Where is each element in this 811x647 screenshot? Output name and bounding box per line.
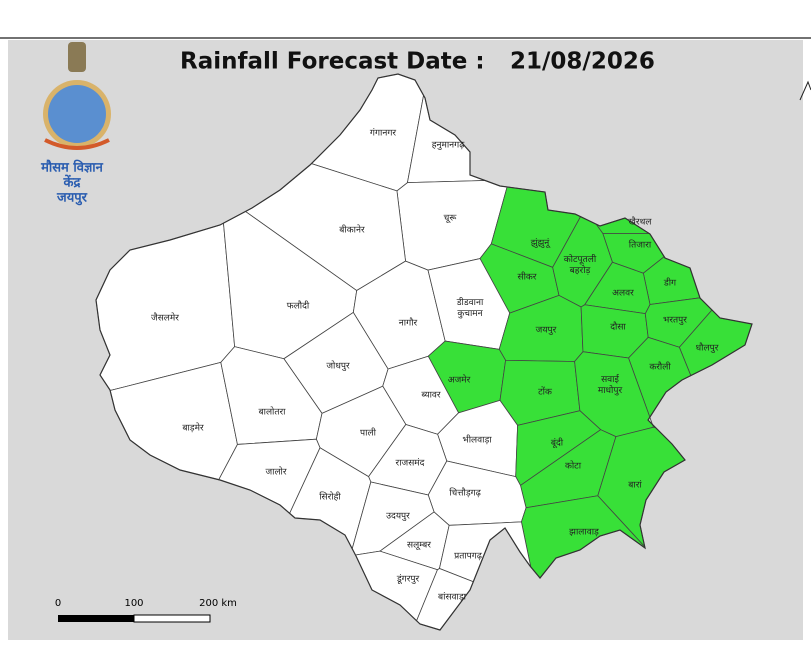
emblem <box>68 42 86 72</box>
district-label: जैसलमेर <box>151 312 179 324</box>
district-label: गंगानगर <box>370 128 397 139</box>
district-label: सीकर <box>517 271 536 283</box>
district-label: ब्यावर <box>421 391 441 401</box>
district-label: डीग <box>663 277 677 289</box>
forecast-date: 21/08/2026 <box>510 49 655 75</box>
district-label: बीकानेर <box>339 224 365 236</box>
label-layer: गंगानगर हनुमानगढ़ चूरू बीकानेर झुंझुनूं खैरथल… <box>151 128 719 603</box>
district-label: सवाई <box>601 373 620 385</box>
district-label: माधोपुर <box>598 384 623 396</box>
district-label: डीडवाना <box>456 296 484 308</box>
district-label: जालोर <box>265 466 286 478</box>
district-label: जयपुर <box>536 326 557 336</box>
scale-segment <box>133 614 211 623</box>
scale-label: 200 km <box>199 598 237 609</box>
district-label: जोधपुर <box>326 360 350 372</box>
scale-bar: 0 100 200 km <box>55 598 237 623</box>
logo-text: मौसम विज्ञान <box>40 160 104 176</box>
district-label: दौसा <box>610 321 626 333</box>
district-label: पाली <box>360 427 377 439</box>
logo-text: केंद्र <box>63 175 82 191</box>
district-label: भरतपुर <box>663 316 687 326</box>
district-label: बांसवाड़ा <box>438 592 467 603</box>
district-label: झुंझुनूं <box>531 238 552 249</box>
logo-text: जयपुर <box>56 191 88 206</box>
logo-ribbon <box>44 138 110 150</box>
district-label: चित्तौड़गढ़ <box>449 487 481 499</box>
district-label: कोटा <box>565 460 582 472</box>
district-label: बाड़मेर <box>182 422 204 434</box>
scale-label: 100 <box>124 598 143 609</box>
district-label: उदयपुर <box>386 512 410 522</box>
district-label: धौलपुर <box>696 342 719 354</box>
district-label: खैरथल <box>629 216 653 228</box>
logo-globe <box>48 85 106 143</box>
district-label: बहरोड़ <box>570 264 591 276</box>
scale-segment <box>58 615 134 622</box>
district-label: राजसमंद <box>396 458 425 469</box>
district-label: कुचामन <box>457 309 483 319</box>
district-label: हनुमानगढ़ <box>432 141 466 151</box>
state-outline <box>95 73 753 631</box>
district-label: भीलवाड़ा <box>462 434 492 446</box>
district-label: सिरोही <box>319 491 341 503</box>
district-label: बालोतरा <box>258 406 286 418</box>
district-label: डूंगरपुर <box>396 574 420 585</box>
district-label: तिजारा <box>629 239 652 251</box>
district-label: प्रतापगढ़ <box>454 552 483 562</box>
district-label: कोटपूतली <box>564 253 597 265</box>
district-label: बारां <box>628 480 642 491</box>
title: Rainfall Forecast Date : <box>180 49 485 75</box>
district-label: फलौदी <box>287 300 310 312</box>
district-label: अजमेर <box>448 374 471 386</box>
district-label: करौली <box>649 361 671 373</box>
district-label: नागौर <box>399 317 418 329</box>
district-label: चूरू <box>444 214 458 224</box>
district-label: टोंक <box>538 386 553 398</box>
logo <box>43 42 111 150</box>
scale-label: 0 <box>55 598 61 609</box>
north-arrow <box>799 80 811 101</box>
district-label: सलूम्बर <box>407 541 431 551</box>
district-label: झालावाड़ <box>569 528 599 538</box>
district-label: अलवर <box>612 289 634 299</box>
district-label: बूंदी <box>551 437 564 449</box>
district-layer <box>95 73 753 631</box>
